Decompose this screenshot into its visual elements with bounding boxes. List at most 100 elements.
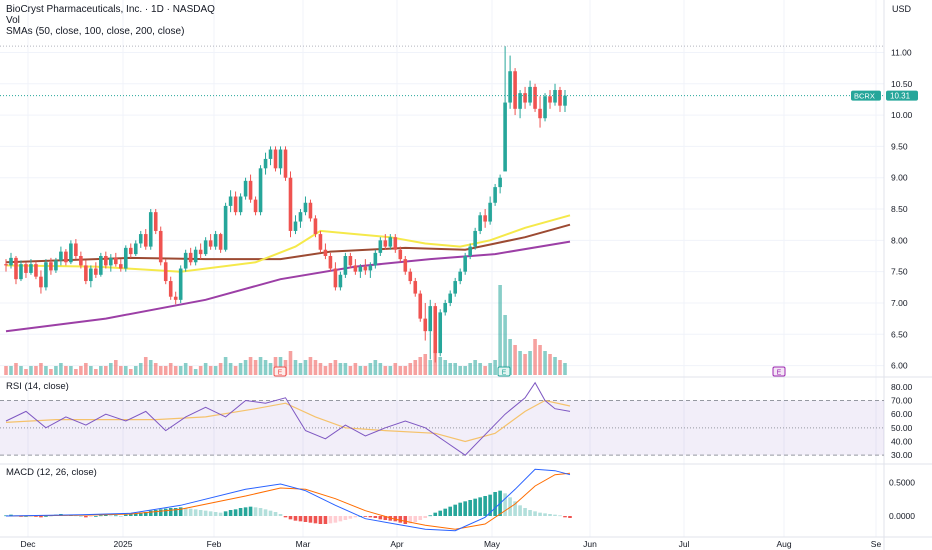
candle-body (373, 252, 378, 266)
volume-bars (4, 285, 567, 375)
volume-bar (463, 366, 467, 375)
volume-bar (323, 366, 328, 375)
volume-bar (403, 366, 408, 375)
volume-bar (338, 363, 343, 375)
rsi-tick-label-3: 50.00 (891, 423, 913, 433)
candlesticks[interactable] (4, 46, 567, 363)
volume-bar (69, 366, 73, 375)
candle-body (493, 187, 497, 203)
volume-bar (388, 366, 393, 375)
candle-body (378, 240, 383, 253)
macd-hist-bar (323, 516, 328, 524)
volume-bar (253, 360, 258, 375)
candle-body (268, 149, 273, 159)
candle-body (223, 205, 228, 250)
volume-bar (198, 366, 203, 375)
volume-bar (118, 366, 123, 375)
candle-body (99, 256, 103, 275)
macd-hist-bar (563, 516, 567, 518)
macd-pane[interactable] (4, 468, 572, 532)
volume-bar (148, 360, 153, 375)
earnings-marker-label: E (502, 370, 507, 377)
volume-bar (263, 360, 268, 375)
candle-body (94, 268, 98, 275)
volume-bar (243, 360, 248, 375)
macd-hist-bar (398, 516, 403, 523)
candle-body (488, 202, 492, 222)
macd-hist-bar (483, 496, 487, 516)
candle-body (253, 199, 258, 213)
volume-bar (233, 366, 238, 375)
candle-body (498, 177, 502, 188)
macd-hist-bar (183, 508, 188, 516)
candle-body (348, 256, 353, 266)
time-axis[interactable]: Dec 2025 Feb Mar Apr May Jun Jul Aug Se (20, 539, 881, 549)
volume-bar (44, 366, 48, 375)
macd-hist-bar (118, 516, 123, 517)
volume-bar (258, 357, 263, 375)
macd-hist-bar (348, 516, 353, 519)
candle-body (468, 246, 472, 256)
candle-body (293, 221, 298, 231)
volume-bar (114, 360, 118, 375)
candle-body (148, 212, 153, 247)
candle-body (458, 271, 462, 282)
volume-bar (478, 363, 482, 375)
macd-hist-bar (243, 507, 248, 516)
candle-body (24, 264, 28, 273)
candle-body (503, 102, 507, 172)
macd-histogram (4, 490, 572, 524)
candle-body (123, 247, 128, 269)
volume-bar (468, 363, 472, 375)
volume-bar (428, 360, 433, 375)
rsi-pane[interactable] (0, 381, 884, 456)
macd-hist-bar (308, 516, 313, 523)
macd-hist-bar (218, 512, 223, 516)
candle-body (89, 268, 93, 282)
macd-hist-bar (153, 510, 158, 516)
macd-hist-bar (413, 516, 418, 522)
macd-lines (5, 468, 571, 532)
candle-body (548, 96, 552, 103)
volume-bar (19, 366, 23, 375)
volume-bar (158, 366, 163, 375)
volume-bar (438, 357, 443, 375)
volume-bar (183, 363, 188, 375)
rsi-path (5, 381, 571, 456)
candle-body (308, 202, 313, 219)
time-tick-label-1: 2025 (114, 539, 133, 549)
candle-body (128, 247, 133, 255)
macd-hist-bar (114, 515, 118, 517)
candle-body (4, 264, 8, 266)
candle-body (393, 237, 398, 250)
volume-bar (458, 366, 462, 375)
macd-hist-bar (418, 516, 423, 520)
volume-bar (503, 315, 507, 375)
macd-hist-bar (9, 514, 13, 516)
price-tick-label-8: 10.00 (891, 110, 913, 120)
macd-hist-bar (198, 510, 203, 516)
rsi-levels (0, 400, 884, 456)
price-axis[interactable]: 6.00 6.50 7.00 7.50 8.00 8.50 9.00 9.50 10.00 10.… (889, 47, 915, 521)
earnings-marker-box (772, 366, 786, 377)
macd-hist-bar (104, 514, 108, 516)
volume-bar (353, 363, 358, 375)
macd-hist-bar (458, 502, 462, 516)
volume-bar (89, 366, 93, 375)
volume-bar (34, 366, 38, 375)
volume-bar (333, 360, 338, 375)
macd-hist-bar (34, 516, 38, 517)
chart-title: BioCryst Pharmaceuticals, Inc. · 1D · NA… (6, 4, 215, 15)
macd-hist-bar (503, 493, 507, 516)
price-tick-label-6: 9.00 (891, 173, 908, 183)
macd-hist-bar (528, 510, 532, 516)
macd-hist-bar (148, 510, 153, 516)
volume-bar (533, 339, 537, 375)
volume-bar (288, 351, 293, 375)
volume-bar (293, 360, 298, 375)
time-tick-label-4: Apr (390, 539, 403, 549)
